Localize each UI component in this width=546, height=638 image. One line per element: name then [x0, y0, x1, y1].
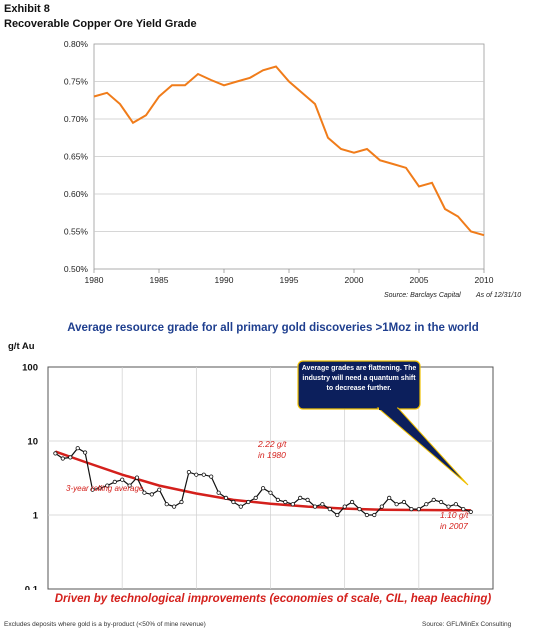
- annual-grade-point: [379, 504, 384, 509]
- annual-grade-point: [238, 504, 243, 509]
- annual-grade-point: [387, 495, 392, 500]
- annual-grade-point: [186, 470, 191, 475]
- annual-grade-point: [149, 492, 154, 497]
- annual-grade-point: [290, 502, 295, 507]
- copper-yield-chart: 0.50% 0.55% 0.60% 0.65% 0.70% 0.75% 0.80% 1980…: [64, 39, 494, 285]
- annual-grade-point: [446, 504, 451, 509]
- annual-grade-point: [172, 504, 177, 509]
- annual-grade-point: [134, 475, 140, 480]
- annual-grade-point: [120, 477, 125, 482]
- annual-grade-point: [260, 486, 266, 491]
- annual-grade-point: [357, 507, 362, 512]
- annual-grade-point: [112, 479, 117, 484]
- annual-grade-point: [461, 507, 466, 512]
- annual-grade-point: [231, 499, 236, 505]
- annual-grade-point: [401, 499, 407, 505]
- annual-grade-point: [268, 490, 273, 495]
- copper-x-tick: 1995: [280, 275, 299, 285]
- copper-x-tick: 1985: [150, 275, 169, 285]
- annual-grade-point: [60, 456, 65, 461]
- annual-grade-point: [201, 472, 206, 477]
- annual-grade-point: [223, 495, 229, 500]
- copper-y-tick: 0.60%: [64, 189, 89, 199]
- copper-x-tick: 2005: [410, 275, 429, 285]
- rolling-average-label: 3-year rolling average: [66, 484, 144, 493]
- callout-box: Average grades are flattening. The indus…: [297, 360, 469, 486]
- label-1980-year: in 1980: [258, 450, 286, 460]
- annual-grade-point: [364, 512, 369, 518]
- copper-x-tick: 2000: [345, 275, 364, 285]
- annual-grade-point: [320, 502, 325, 507]
- copper-chart-title: Recoverable Copper Ore Yield Grade: [4, 18, 197, 30]
- gold-y-tick: 10: [27, 437, 38, 448]
- annual-grade-point: [142, 490, 147, 495]
- annual-grade-point: [83, 450, 88, 455]
- gold-source: Source: GFL/MinEx Consulting: [422, 621, 512, 628]
- copper-x-tick: 1990: [215, 275, 234, 285]
- annual-grade-point: [97, 486, 103, 491]
- label-2007-year: in 2007: [440, 521, 468, 531]
- annual-grade-point: [194, 472, 199, 477]
- annual-grade-point: [90, 487, 95, 492]
- gold-y-tick: 0.1: [25, 585, 39, 591]
- annual-grade-point: [468, 509, 473, 514]
- copper-y-tick: 0.50%: [64, 264, 89, 274]
- annual-grade-point: [335, 512, 340, 518]
- gold-tagline: Driven by technological improvements (ec…: [54, 593, 492, 605]
- copper-as-of-date: As of 12/31/10: [476, 292, 522, 299]
- annual-grade-point: [394, 502, 399, 507]
- annual-grade-point: [127, 483, 132, 488]
- annual-grade-point: [342, 504, 347, 509]
- annual-grade-point: [438, 499, 444, 505]
- annual-grade-point: [75, 446, 80, 451]
- annual-grade-point: [298, 495, 303, 500]
- annual-grade-point: [312, 504, 318, 509]
- annual-grade-point: [216, 490, 221, 495]
- annual-grade-point: [105, 483, 110, 488]
- annual-grade-point: [283, 499, 288, 505]
- copper-y-tick: 0.80%: [64, 39, 89, 49]
- annual-grade-point: [327, 507, 332, 512]
- gold-chart-title: Average resource grade for all primary g…: [67, 322, 479, 334]
- annual-grade-point: [409, 507, 414, 512]
- copper-x-tick: 2010: [475, 275, 494, 285]
- gold-footnote: Excludes deposits where gold is a by-pro…: [4, 621, 206, 628]
- gold-y-tick: 100: [22, 363, 38, 374]
- annual-grade-point: [424, 502, 429, 507]
- copper-y-tick: 0.55%: [64, 227, 89, 237]
- annual-grade-point: [372, 512, 377, 518]
- label-1980-value: 2.22 g/t: [257, 439, 287, 449]
- annual-grade-point: [253, 495, 258, 500]
- copper-x-tick: 1980: [85, 275, 104, 285]
- annual-grade-point: [275, 497, 280, 502]
- copper-y-tick: 0.75%: [64, 77, 89, 87]
- label-2007-value: 1.10 g/t: [440, 510, 469, 520]
- annual-grade-point: [68, 455, 73, 460]
- exhibit-label: Exhibit 8: [4, 3, 50, 15]
- annual-grade-point: [416, 507, 421, 512]
- copper-y-tick: 0.65%: [64, 152, 89, 162]
- annual-grade-point: [431, 497, 436, 502]
- annual-grade-point: [453, 502, 458, 507]
- annual-grade-point: [53, 451, 58, 456]
- annual-grade-point: [209, 474, 214, 479]
- annual-grade-point: [305, 497, 310, 502]
- annual-grade-point: [349, 499, 355, 505]
- copper-y-tick: 0.70%: [64, 114, 89, 124]
- gold-y-tick: 1: [33, 511, 39, 522]
- callout-text: Average grades are flattening. The indus…: [301, 365, 417, 392]
- gold-y-axis-label: g/t Au: [8, 341, 35, 352]
- copper-source: Source: Barclays Capital: [384, 292, 461, 299]
- copper-grade-line: [93, 65, 485, 237]
- annual-grade-point: [179, 499, 184, 505]
- annual-grade-point: [157, 487, 162, 492]
- annual-grade-point: [246, 499, 251, 505]
- annual-grade-point: [164, 502, 169, 507]
